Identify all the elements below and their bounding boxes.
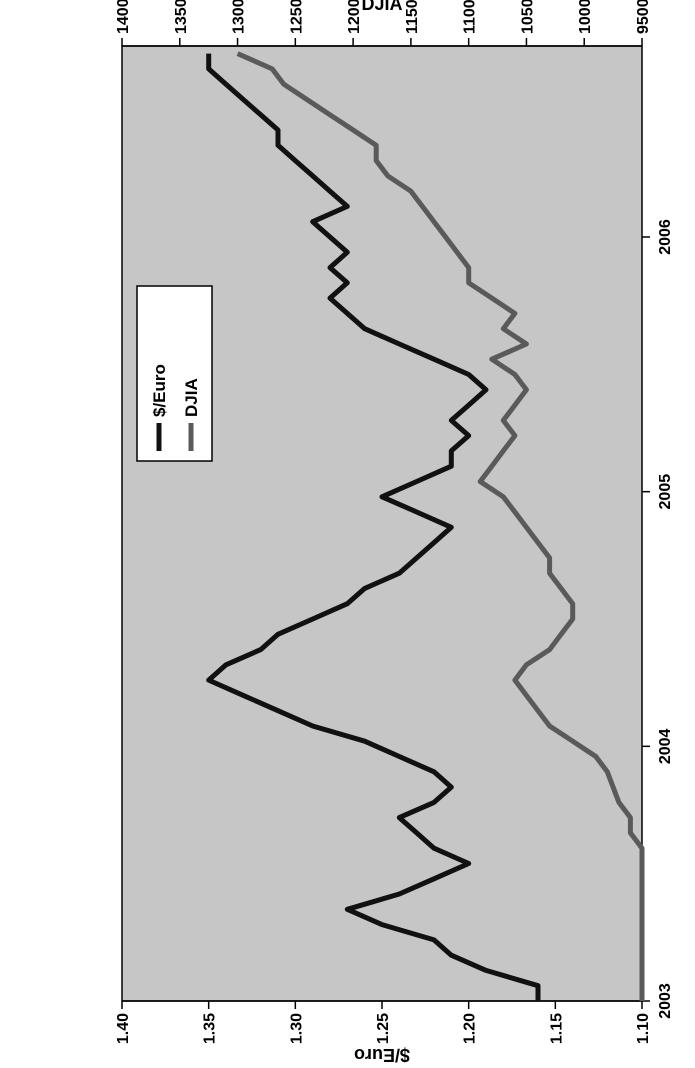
y-axis-left-title: $/Euro	[354, 1045, 410, 1063]
y-left-tick-label: 1.15	[548, 1013, 565, 1044]
left-axis: 1.10 1.15 1.20 1.25 1.30 1.35 1.40	[115, 1001, 652, 1044]
x-tick-label: 2006	[657, 219, 674, 255]
x-tick-label: 2004	[657, 728, 674, 764]
y-right-tick-label: 12500	[288, 0, 305, 34]
legend: $/Euro DJIA	[137, 286, 212, 461]
y-right-tick-label: 10000	[577, 0, 594, 34]
plot-area	[122, 46, 642, 1001]
y-right-tick-label: 14000	[115, 0, 132, 34]
y-right-tick-label: 10500	[519, 0, 536, 34]
y-left-tick-label: 1.25	[375, 1013, 392, 1044]
y-right-tick-label: 11000	[462, 0, 479, 34]
legend-label: $/Euro	[150, 364, 169, 417]
x-tick-label: 2003	[657, 983, 674, 1019]
y-axis-right-title: DJIA	[361, 0, 402, 14]
legend-box	[137, 286, 212, 461]
y-right-tick-label: 11500	[404, 0, 421, 34]
y-left-tick-label: 1.10	[635, 1013, 652, 1044]
y-right-tick-label: 13000	[231, 0, 248, 34]
y-left-tick-label: 1.35	[202, 1013, 219, 1044]
y-left-tick-label: 1.40	[115, 1013, 132, 1044]
y-right-tick-label: 13500	[173, 0, 190, 34]
legend-label: DJIA	[182, 378, 201, 417]
y-left-tick-label: 1.20	[462, 1013, 479, 1044]
x-tick-label: 2005	[657, 474, 674, 510]
x-axis: 2003 2004 2005 2006	[642, 219, 674, 1019]
y-right-tick-label: 9500	[635, 0, 652, 34]
y-left-tick-label: 1.30	[288, 1013, 305, 1044]
